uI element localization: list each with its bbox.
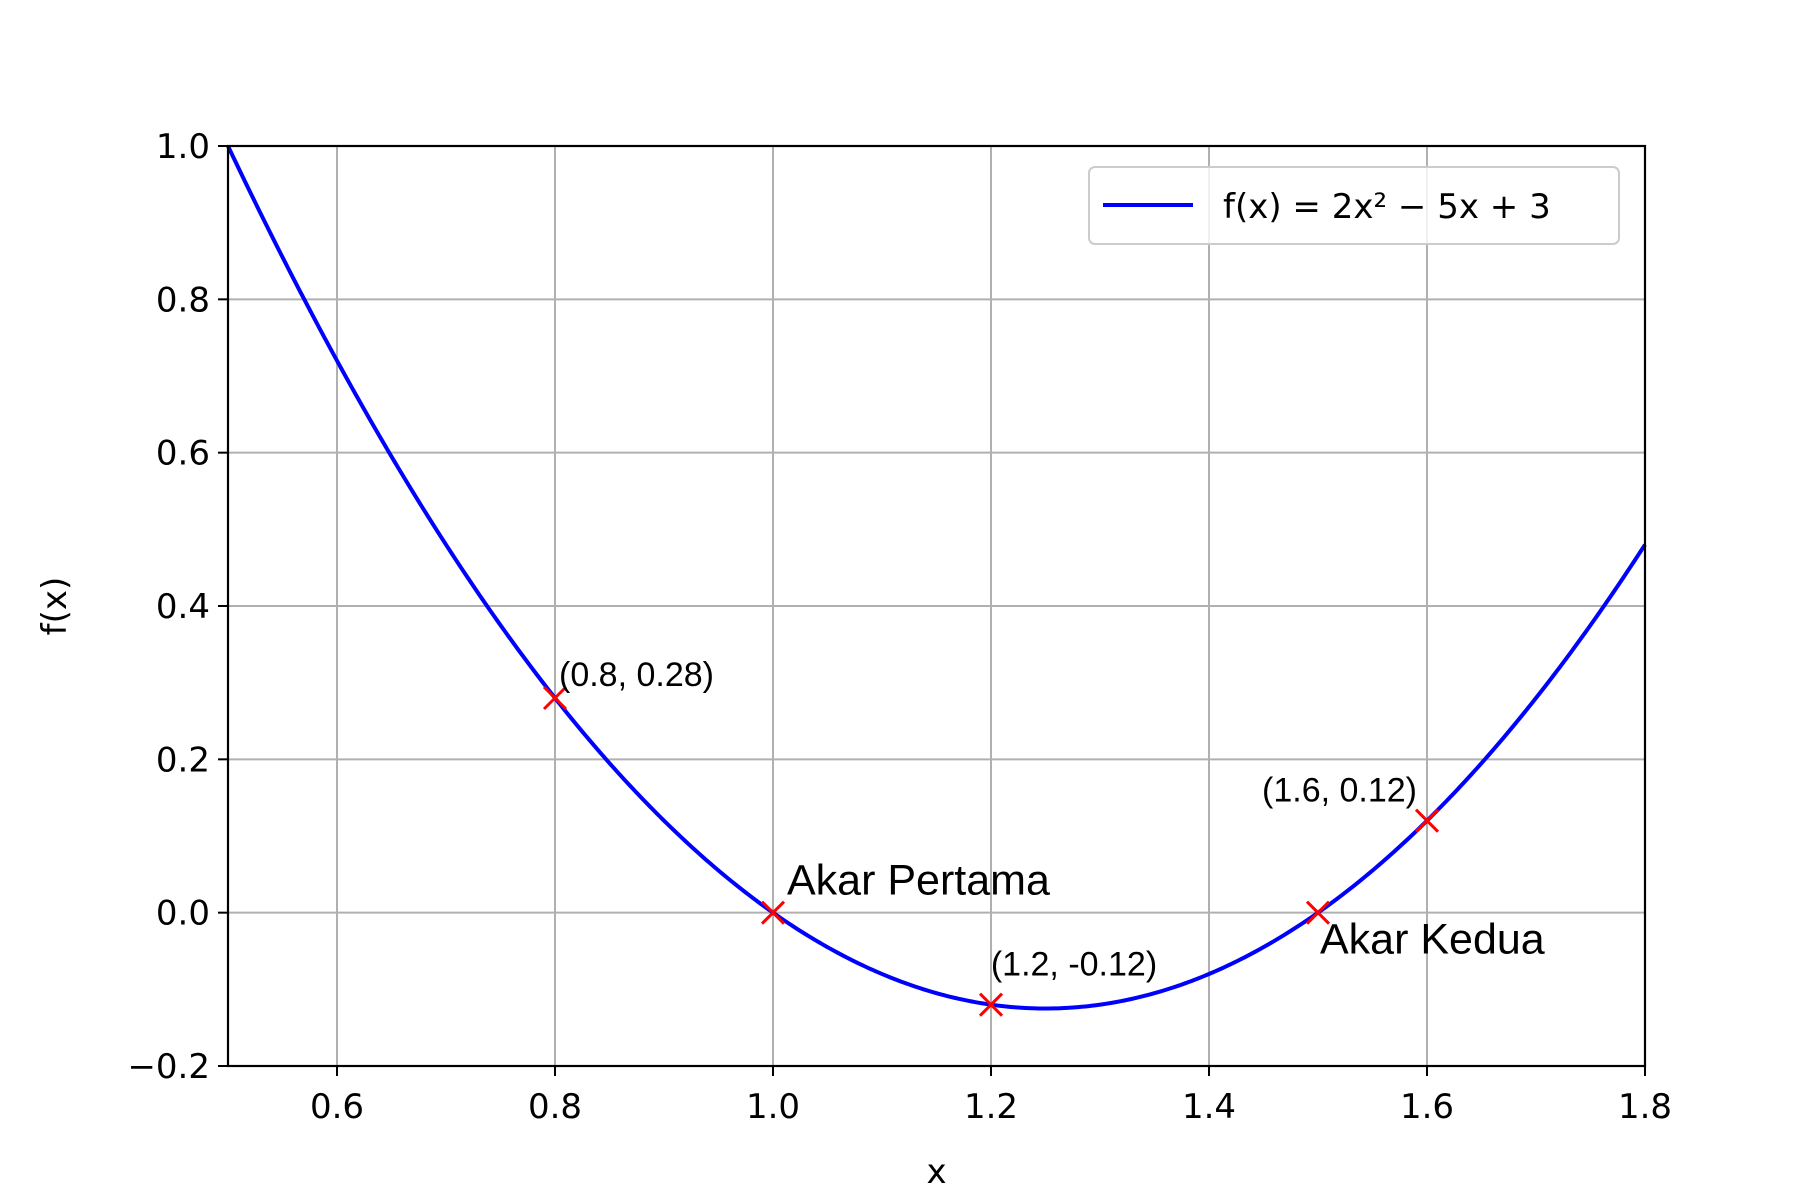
x-tick-label: 1.2	[964, 1087, 1018, 1127]
point-marker	[1414, 808, 1440, 833]
y-tick-label: 0.2	[156, 740, 210, 780]
x-tick-label: 0.6	[310, 1087, 364, 1127]
y-tick-label: 1.0	[156, 127, 210, 167]
x-tick-label: 1.4	[1182, 1087, 1236, 1127]
x-tick-label: 1.8	[1618, 1087, 1672, 1127]
point-annotation: (1.2, -0.12)	[991, 946, 1157, 984]
ticks: 0.6 0.8 1.0 1.2 1.4 1.6 1.8 −0.2 0.0 0.2 0.4 0.6 0.8…	[127, 127, 1672, 1127]
point-marker	[760, 900, 786, 925]
markers	[542, 685, 1440, 1017]
point-annotation: (0.8, 0.28)	[559, 656, 714, 694]
plot-area	[226, 145, 1647, 1011]
y-axis-title: f(x)	[35, 577, 75, 636]
x-tick-label: 1.0	[746, 1087, 800, 1127]
annotations: (0.8, 0.28) Akar Pertama (1.2, -0.12) Akar …	[559, 656, 1545, 984]
legend-box	[1088, 166, 1620, 245]
y-tick-label: 0.4	[156, 587, 210, 627]
y-tick-label: 0.0	[156, 894, 210, 934]
legend: f(x) = 2x² − 5x + 3	[1088, 166, 1620, 245]
x-tick-label: 0.8	[528, 1087, 582, 1127]
series-line	[226, 145, 1647, 1011]
point-marker	[1305, 900, 1331, 925]
x-tick-label: 1.6	[1400, 1087, 1454, 1127]
point-annotation: Akar Kedua	[1320, 916, 1545, 964]
y-tick-label: −0.2	[127, 1047, 210, 1087]
marker-stroke	[978, 992, 1004, 1017]
marker-stroke	[760, 900, 786, 925]
y-tick-label: 0.6	[156, 434, 210, 474]
marker-stroke	[1414, 808, 1440, 833]
marker-stroke	[542, 685, 568, 711]
point-marker	[978, 992, 1004, 1017]
point-annotation: Akar Pertama	[787, 857, 1050, 905]
legend-label: f(x) = 2x² − 5x + 3	[1223, 187, 1551, 227]
marker-stroke	[1305, 900, 1331, 925]
y-tick-label: 0.8	[156, 280, 210, 320]
x-axis-title: x	[926, 1152, 946, 1192]
point-marker	[542, 685, 568, 711]
point-annotation: (1.6, 0.12)	[1262, 772, 1417, 810]
